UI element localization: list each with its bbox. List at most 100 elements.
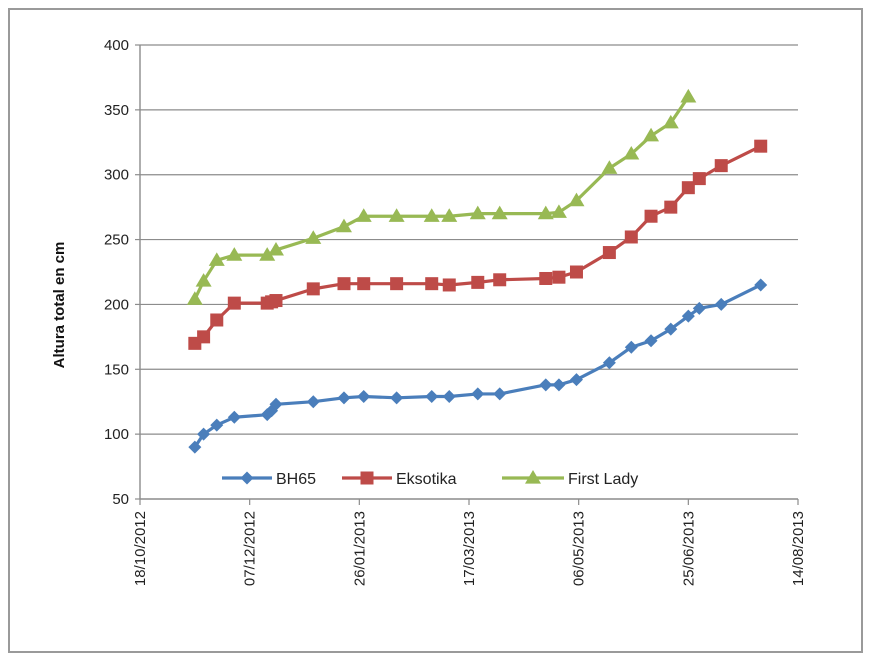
square-marker xyxy=(425,277,439,291)
x-tick-label: 26/01/2013 xyxy=(351,511,368,586)
y-tick-labels: 50 100 150 200 250 300 350 400 xyxy=(104,37,129,508)
square-marker xyxy=(681,181,695,195)
triangle-marker xyxy=(259,247,276,261)
series-eksotika xyxy=(188,139,768,350)
legend-item: BH65 xyxy=(222,471,316,488)
diamond-marker xyxy=(624,340,638,354)
triangle-marker xyxy=(186,291,203,305)
x-tick-label: 18/10/2012 xyxy=(132,511,149,586)
gridlines xyxy=(140,44,798,435)
triangle-marker xyxy=(623,145,640,160)
triangle-marker xyxy=(537,205,554,220)
square-marker xyxy=(269,294,283,308)
diamond-marker xyxy=(269,397,283,411)
x-tick-label: 17/03/2013 xyxy=(461,511,478,586)
diamond-marker xyxy=(357,390,371,404)
series-bh65 xyxy=(188,278,768,454)
y-tick-label: 250 xyxy=(104,232,129,249)
square-marker xyxy=(210,313,224,327)
diamond-marker xyxy=(692,301,706,315)
triangle-marker xyxy=(550,204,567,218)
legend-item: First Lady xyxy=(502,470,638,488)
diamond-marker xyxy=(240,471,254,485)
x-tick-label: 25/06/2013 xyxy=(680,511,697,586)
square-marker xyxy=(390,277,404,291)
y-tick-label: 200 xyxy=(104,296,129,313)
y-tick-label: 300 xyxy=(104,167,129,184)
y-tick-label: 350 xyxy=(104,102,129,119)
diamond-marker xyxy=(471,387,485,401)
triangle-marker xyxy=(355,208,372,222)
triangle-marker xyxy=(525,470,541,484)
diamond-marker xyxy=(681,309,695,323)
diamond-marker xyxy=(197,427,211,441)
triangle-marker xyxy=(680,88,697,103)
square-marker xyxy=(337,277,351,291)
x-tick-label: 07/12/2012 xyxy=(242,511,259,586)
square-marker xyxy=(493,273,507,287)
x-tick-label: 06/05/2013 xyxy=(571,511,588,586)
square-marker xyxy=(306,282,320,296)
y-tick-label: 100 xyxy=(104,426,129,443)
diamond-marker xyxy=(390,391,404,405)
square-marker xyxy=(360,471,374,485)
diamond-marker xyxy=(664,322,678,336)
triangle-marker xyxy=(305,230,322,244)
diamond-marker xyxy=(442,390,456,404)
diamond-marker xyxy=(493,387,507,401)
y-tick-label: 50 xyxy=(112,491,129,508)
triangle-marker xyxy=(643,127,660,142)
legend-label: BH65 xyxy=(276,471,316,488)
diamond-marker xyxy=(552,378,566,392)
y-tick-label: 400 xyxy=(104,37,129,54)
x-tick-label: 14/08/2013 xyxy=(790,511,807,586)
y-axis-title: Altura total en cm xyxy=(51,242,68,369)
triangle-marker xyxy=(267,241,284,256)
diamond-marker xyxy=(425,390,439,404)
diamond-marker xyxy=(337,391,351,405)
legend-label: First Lady xyxy=(568,471,638,488)
triangle-marker xyxy=(388,208,405,222)
diamond-marker xyxy=(754,278,768,292)
series-line xyxy=(193,283,762,449)
square-marker xyxy=(539,271,553,285)
diamond-marker xyxy=(210,418,224,432)
triangle-marker xyxy=(423,208,440,222)
square-marker xyxy=(357,277,371,291)
y-tick-label: 150 xyxy=(104,361,129,378)
series-first-lady xyxy=(186,88,697,305)
square-marker xyxy=(227,296,241,310)
axes xyxy=(135,44,799,505)
diamond-marker xyxy=(188,440,202,454)
triangle-marker xyxy=(469,205,486,220)
square-marker xyxy=(754,139,768,153)
square-marker xyxy=(569,265,583,279)
square-marker xyxy=(692,172,706,186)
triangle-marker xyxy=(601,160,618,174)
triangle-marker xyxy=(568,192,585,207)
square-marker xyxy=(471,275,485,289)
square-marker xyxy=(552,270,566,284)
legend: BH65 Eksotika First Lady xyxy=(222,470,638,488)
triangle-marker xyxy=(335,218,352,233)
square-marker xyxy=(197,330,211,344)
diamond-marker xyxy=(569,373,583,387)
square-marker xyxy=(664,200,678,214)
series-line xyxy=(193,95,690,300)
triangle-marker xyxy=(208,252,225,266)
diamond-marker xyxy=(602,356,616,370)
triangle-marker xyxy=(226,247,243,261)
triangle-marker xyxy=(662,114,679,129)
triangle-marker xyxy=(441,208,458,222)
square-marker xyxy=(644,209,658,223)
square-marker xyxy=(602,246,616,260)
square-marker xyxy=(624,230,638,244)
triangle-marker xyxy=(195,273,212,287)
chart-frame xyxy=(8,8,863,653)
series xyxy=(186,88,768,454)
diamond-marker xyxy=(714,297,728,311)
square-marker xyxy=(442,278,456,292)
diamond-marker xyxy=(227,410,241,424)
legend-item: Eksotika xyxy=(342,471,457,488)
